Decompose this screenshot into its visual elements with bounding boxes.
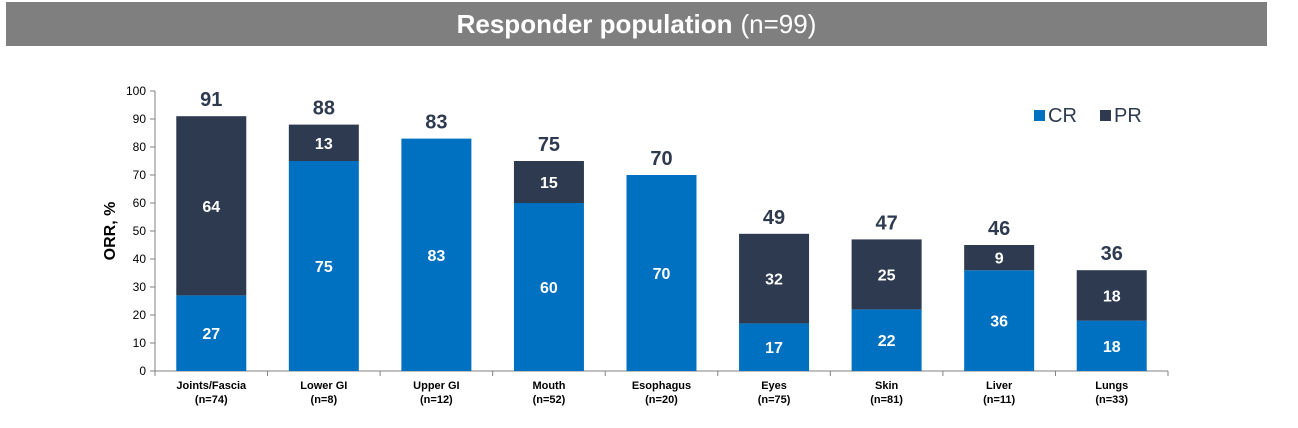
bars <box>176 116 1147 371</box>
y-tick-label: 40 <box>133 252 147 266</box>
total-label: 83 <box>425 112 447 134</box>
x-tick-sample-size: (n=12) <box>420 394 453 406</box>
x-tick-label: Eyes <box>761 380 787 392</box>
legend-label-pr: PR <box>1114 105 1142 127</box>
x-tick-sample-size: (n=11) <box>983 394 1015 406</box>
data-label-cr: 70 <box>653 266 671 283</box>
labels: 27 64 91 Joints/Fascia (n=74) 75 13 88 Lower GI (… <box>176 89 1128 406</box>
total-label: 36 <box>1101 243 1123 265</box>
data-label-cr: 27 <box>202 326 220 343</box>
bar-segment-cr <box>288 161 359 371</box>
x-tick-sample-size: (n=8) <box>311 394 338 406</box>
bar-segment-pr <box>288 124 359 161</box>
y-tick-label: 60 <box>133 196 147 210</box>
data-label-pr: 15 <box>540 175 558 192</box>
legend: CR PR <box>1034 105 1142 127</box>
bar-segment-pr <box>513 161 584 203</box>
chart-title: Responder population <box>456 8 733 39</box>
x-tick-label: Mouth <box>532 380 565 392</box>
x-tick-label: Lower GI <box>300 380 347 392</box>
data-label-cr: 36 <box>990 314 1008 331</box>
total-label: 75 <box>538 134 560 156</box>
bar-segment-cr <box>964 270 1035 371</box>
bar-segment-pr <box>851 239 922 310</box>
data-label-cr: 83 <box>427 248 445 265</box>
data-label-pr: 13 <box>315 136 333 153</box>
chart-subtitle: (n=99) <box>740 8 817 39</box>
bar-segment-cr <box>626 175 697 371</box>
y-tick-label: 70 <box>133 168 147 182</box>
total-label: 47 <box>875 212 897 234</box>
bar-segment-pr <box>176 116 247 296</box>
x-tick-label: Skin <box>875 380 899 392</box>
y-tick-label: 0 <box>139 364 146 378</box>
legend-label-cr: CR <box>1048 105 1077 127</box>
total-label: 46 <box>988 218 1010 240</box>
x-tick-label: Upper GI <box>413 380 459 392</box>
bar-segment-pr <box>964 245 1035 271</box>
x-tick-sample-size: (n=75) <box>758 394 791 406</box>
x-tick-label: Joints/Fascia <box>176 380 247 392</box>
data-label-cr: 18 <box>1103 339 1121 356</box>
x-tick-label: Liver <box>986 380 1013 392</box>
total-label: 91 <box>200 89 222 111</box>
bar-segment-cr <box>851 309 922 371</box>
data-label-pr: 9 <box>995 251 1004 268</box>
y-tick-label: 20 <box>133 308 147 322</box>
y-tick-label: 90 <box>133 112 147 126</box>
bar-segment-cr <box>739 323 810 371</box>
bar-segment-pr <box>1076 270 1147 321</box>
legend-swatch-pr <box>1100 110 1111 121</box>
bar-segment-cr <box>513 203 584 371</box>
title-banner: Responder population (n=99) <box>6 2 1267 46</box>
data-label-pr: 64 <box>202 199 220 216</box>
total-label: 49 <box>763 207 785 229</box>
y-tick-label: 80 <box>133 140 147 154</box>
legend-swatch-cr <box>1034 110 1045 121</box>
bar-segment-cr <box>1076 320 1147 371</box>
bar-segment-cr <box>401 138 472 371</box>
total-label: 70 <box>650 148 672 170</box>
data-label-pr: 18 <box>1103 288 1121 305</box>
y-tick-label: 30 <box>133 280 147 294</box>
data-label-pr: 25 <box>878 267 896 284</box>
y-axis-label: ORR, % <box>102 202 119 261</box>
x-tick-sample-size: (n=81) <box>870 394 903 406</box>
x-tick-label: Esophagus <box>632 380 691 392</box>
x-tick-sample-size: (n=20) <box>645 394 678 406</box>
x-tick-sample-size: (n=74) <box>195 394 228 406</box>
y-tick-label: 100 <box>126 84 146 98</box>
y-tick-label: 10 <box>133 336 147 350</box>
bar-segment-pr <box>739 233 810 324</box>
bar-segment-cr <box>176 295 247 371</box>
data-label-pr: 32 <box>765 272 783 289</box>
x-tick-sample-size: (n=52) <box>533 394 566 406</box>
y-tick-label: 50 <box>133 224 147 238</box>
data-label-cr: 60 <box>540 280 558 297</box>
x-tick-sample-size: (n=33) <box>1095 394 1128 406</box>
x-tick-label: Lungs <box>1095 380 1128 392</box>
data-label-cr: 22 <box>878 333 896 350</box>
data-label-cr: 17 <box>765 340 783 357</box>
data-label-cr: 75 <box>315 259 333 276</box>
total-label: 88 <box>313 98 335 120</box>
